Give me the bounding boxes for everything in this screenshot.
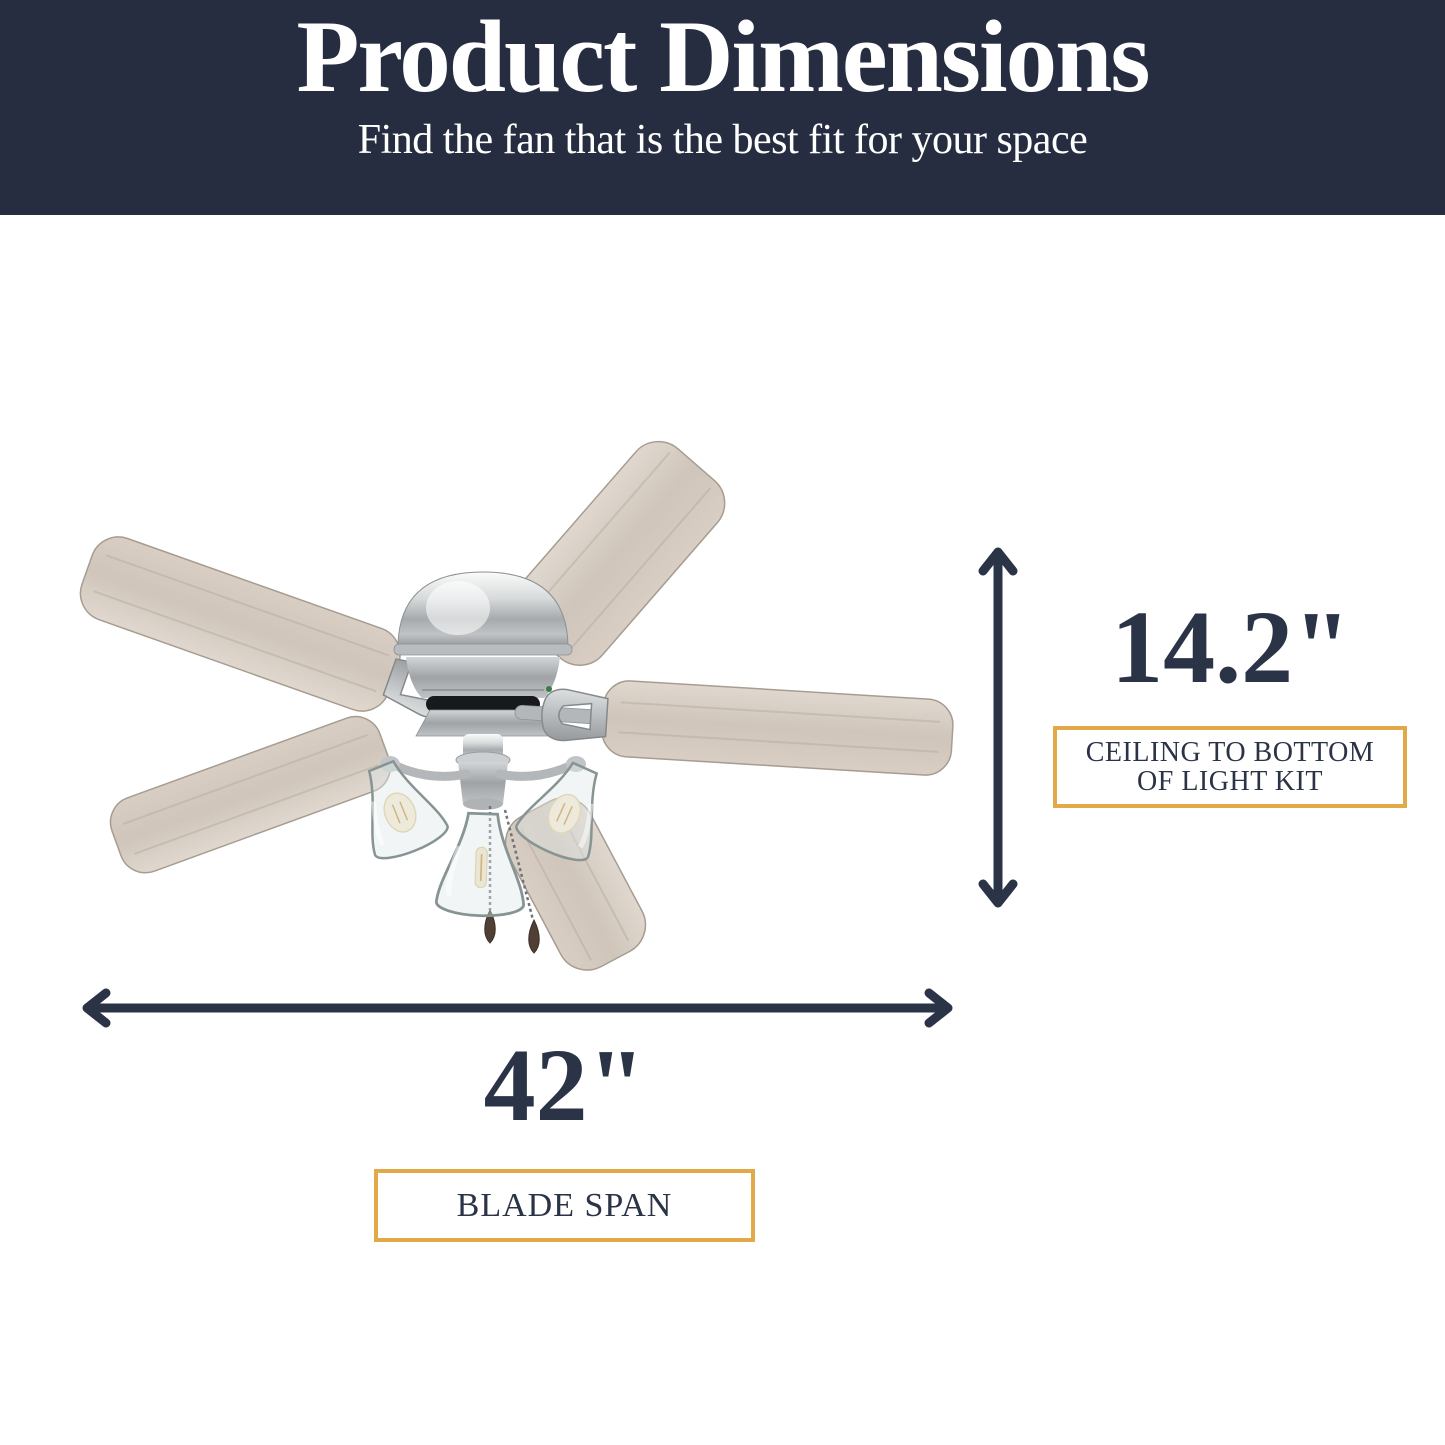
width-label-box: BLADE SPAN xyxy=(374,1169,755,1242)
pull-chain xyxy=(503,809,540,954)
glass-shade-left xyxy=(367,759,449,860)
pull-chain xyxy=(484,806,496,944)
page-subtitle: Find the fan that is the best fit for yo… xyxy=(357,117,1088,163)
wire-detail xyxy=(546,686,552,692)
shade-holder xyxy=(380,756,400,772)
height-dimension-arrow xyxy=(978,547,1018,908)
header-banner: Product Dimensions Find the fan that is … xyxy=(0,0,1445,215)
ceiling-fan-svg xyxy=(79,440,954,971)
glass-shade-center xyxy=(434,811,526,918)
width-dimension-arrow xyxy=(82,988,953,1028)
width-label: BLADE SPAN xyxy=(456,1186,673,1224)
fan-motor-housing xyxy=(393,571,573,698)
height-label-box: CEILING TO BOTTOM OF LIGHT KIT xyxy=(1053,726,1407,808)
fan-blade-lower-left xyxy=(109,715,392,874)
blade-iron xyxy=(541,688,609,742)
width-value: 42" xyxy=(483,1028,646,1143)
height-value: 14.2" xyxy=(1111,590,1351,705)
fan-blade-right xyxy=(514,680,954,776)
page-title: Product Dimensions xyxy=(296,0,1151,114)
height-label-line2: OF LIGHT KIT xyxy=(1137,766,1323,797)
glass-shade-right xyxy=(515,761,599,862)
ceiling-fan-image xyxy=(60,408,980,983)
height-label-line1: CEILING TO BOTTOM xyxy=(1085,736,1375,768)
